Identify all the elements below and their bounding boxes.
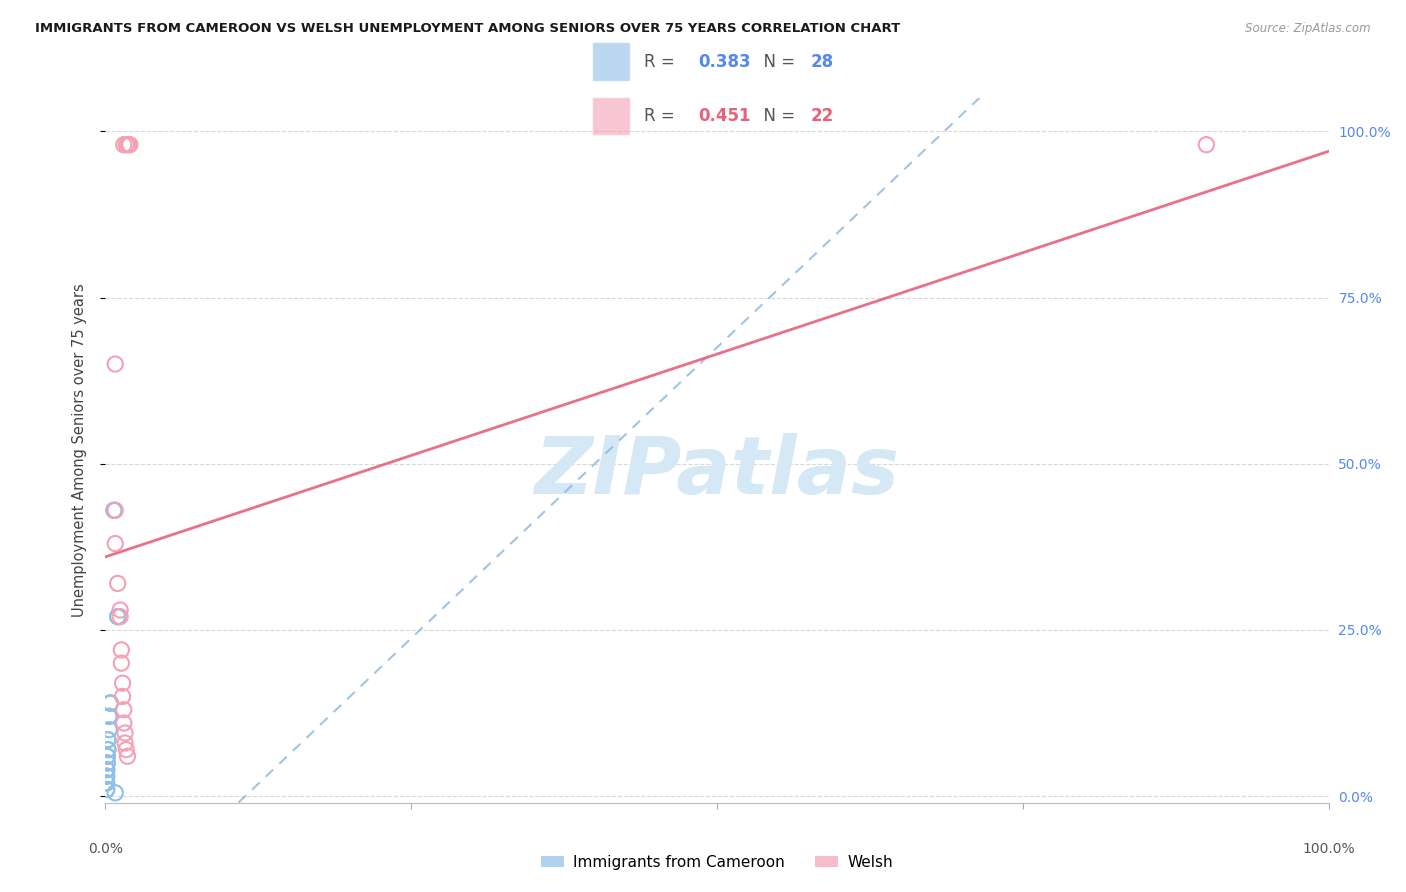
Point [107,609,129,624]
Point [117,137,139,152]
Point [96,749,118,764]
Text: IMMIGRANTS FROM CAMEROON VS WELSH UNEMPLOYMENT AMONG SENIORS OVER 75 YEARS CORRE: IMMIGRANTS FROM CAMEROON VS WELSH UNEMPL… [35,22,900,36]
Point [111,690,134,704]
Text: Source: ZipAtlas.com: Source: ZipAtlas.com [1246,22,1371,36]
Point [96,763,118,777]
Point [110,643,132,657]
Text: 0.383: 0.383 [699,53,751,70]
Point [96,776,118,790]
Point [98,709,121,723]
Point [1195,137,1218,152]
Point [98,696,121,710]
Point [108,609,131,624]
Point [104,503,127,517]
Point [103,503,125,517]
Point [96,749,118,764]
Y-axis label: Unemployment Among Seniors over 75 years: Unemployment Among Seniors over 75 years [72,284,87,617]
Point [112,716,135,731]
Point [97,732,120,747]
Point [98,723,121,737]
Point [107,609,129,624]
Point [96,763,118,777]
Point [108,603,131,617]
Point [118,137,141,152]
Point [111,676,134,690]
Point [96,782,118,797]
Point [112,703,135,717]
Point [96,769,118,783]
Point [117,749,139,764]
Point [114,736,136,750]
Point [98,709,121,723]
Text: 28: 28 [811,53,834,70]
Text: N =: N = [754,107,801,125]
Point [97,732,120,747]
Text: ZIPatlas: ZIPatlas [534,433,900,510]
Point [96,756,118,770]
Text: 0.0%: 0.0% [89,841,122,855]
Text: R =: R = [644,53,681,70]
Bar [592,96,630,136]
Point [104,357,127,371]
Point [96,763,118,777]
Point [114,726,136,740]
Point [115,742,138,756]
Text: 0.451: 0.451 [699,107,751,125]
Point [97,742,120,756]
Legend: Immigrants from Cameroon, Welsh: Immigrants from Cameroon, Welsh [534,849,900,876]
Point [107,576,129,591]
Bar [592,43,630,81]
Text: N =: N = [754,53,801,70]
Text: 100.0%: 100.0% [1302,841,1355,855]
Point [115,137,138,152]
Point [96,776,118,790]
Point [110,656,132,670]
Point [98,696,121,710]
Point [118,137,141,152]
Point [103,503,125,517]
Point [96,769,118,783]
Point [104,786,127,800]
Point [96,782,118,797]
Point [98,696,121,710]
Point [96,756,118,770]
Point [97,742,120,756]
Text: 22: 22 [811,107,834,125]
Point [104,536,127,550]
Point [112,137,135,152]
Text: R =: R = [644,107,681,125]
